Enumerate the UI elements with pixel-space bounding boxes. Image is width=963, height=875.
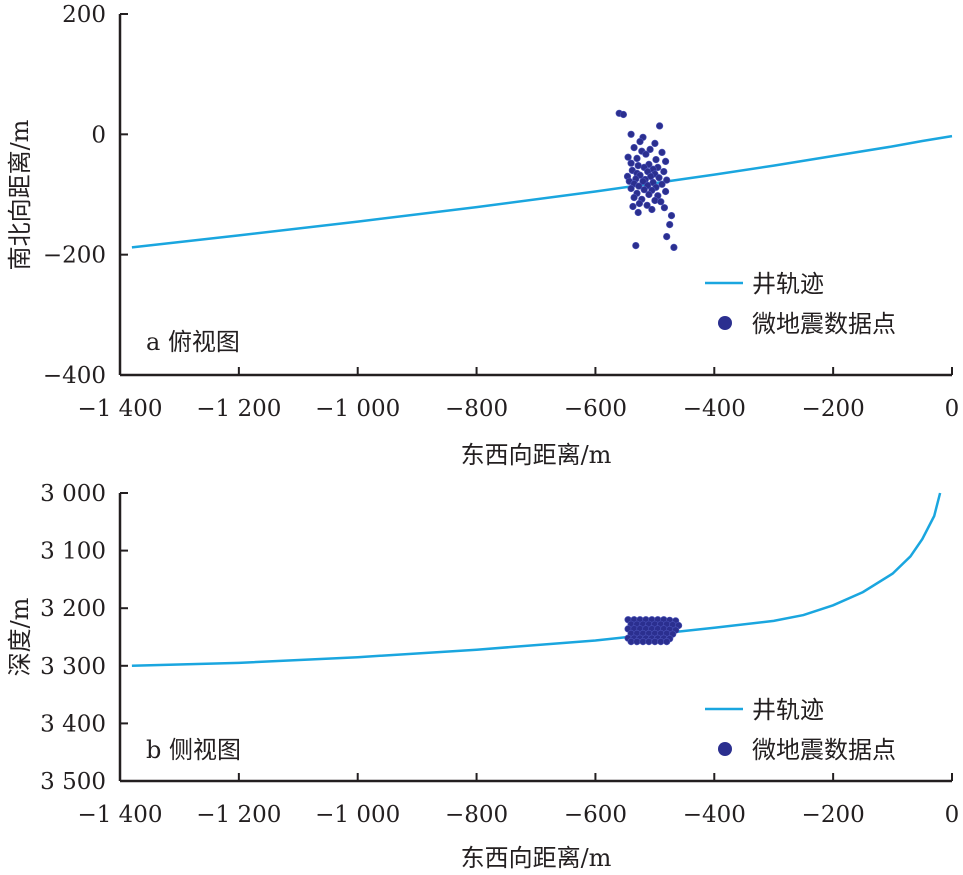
microseismic-point — [666, 221, 674, 229]
microseismic-point — [630, 144, 638, 152]
microseismic-point — [647, 172, 655, 180]
plan-view-series — [131, 109, 953, 251]
microseismic-point — [642, 150, 650, 158]
plan-view-y-axis-label: 南北向距离/m — [6, 119, 34, 270]
y-tick-label: 200 — [62, 2, 106, 28]
y-tick-label: 3 200 — [40, 596, 106, 622]
microseismic-point — [634, 162, 642, 170]
microseismic-point — [655, 174, 663, 182]
microseismic-point — [663, 176, 671, 184]
microseismic-point — [660, 204, 669, 212]
plan-view-panel: −1 400 −1 200 −1 000 −800 −600 −400 −200 0 200 0… — [6, 2, 959, 469]
side-view-x-ticks: −1 400 −1 200 −1 000 −800 −600 −400 −200 0 — [77, 773, 959, 828]
plan-view-legend: 井轨迹 微地震数据点 — [705, 270, 896, 338]
y-tick-label: 3 000 — [40, 481, 106, 507]
microseismic-point — [667, 212, 676, 220]
x-tick-label: −400 — [683, 396, 746, 422]
microseismic-point — [648, 205, 656, 214]
microseismic-point — [661, 157, 670, 165]
x-tick-label: 0 — [945, 396, 960, 422]
microseismic-point — [643, 201, 651, 209]
legend-microseismic-swatch — [718, 316, 732, 330]
microseismic-point — [646, 145, 654, 153]
x-tick-label: −1 400 — [77, 802, 162, 828]
microseismic-point — [627, 159, 635, 167]
side-view-x-axis-label: 东西向距离/m — [461, 844, 612, 872]
microseismic-point — [635, 199, 644, 208]
microseismic-point — [663, 637, 671, 646]
side-view-panel-label: b 侧视图 — [146, 736, 241, 764]
microseismic-point — [657, 198, 665, 206]
plan-view-y-ticks: 200 0 −200 −400 — [43, 2, 128, 389]
plan-view-axes — [118, 14, 952, 377]
microseismic-point — [651, 196, 659, 205]
legend-well-track-label: 井轨迹 — [752, 696, 824, 724]
plan-view-x-axis-label: 东西向距离/m — [461, 441, 612, 469]
x-tick-label: −1 200 — [196, 396, 281, 422]
side-view-series — [131, 492, 942, 668]
y-tick-label: 0 — [91, 122, 106, 148]
y-tick-label: 3 300 — [40, 654, 106, 680]
x-tick-label: −200 — [802, 802, 865, 828]
x-tick-label: −600 — [564, 802, 627, 828]
legend-microseismic-label: 微地震数据点 — [752, 310, 896, 338]
microseismic-point — [636, 138, 644, 146]
x-tick-label: −200 — [802, 396, 865, 422]
microseismic-point — [670, 243, 678, 251]
x-tick-label: −800 — [445, 396, 508, 422]
microseismic-point — [655, 122, 664, 130]
legend-microseismic-swatch — [718, 742, 732, 756]
side-view-legend: 井轨迹 微地震数据点 — [705, 696, 896, 764]
plan-view-x-ticks: −1 400 −1 200 −1 000 −800 −600 −400 −200 0 — [77, 367, 959, 422]
microseismic-point — [634, 208, 642, 217]
x-tick-label: −800 — [445, 802, 508, 828]
side-view-panel: −1 400 −1 200 −1 000 −800 −600 −400 −200 0 3 00… — [6, 481, 959, 872]
plan-view-panel-label: a 俯视图 — [146, 328, 240, 356]
microseismic-point — [624, 153, 632, 161]
well-track-line — [131, 492, 942, 668]
x-tick-label: −1 400 — [77, 396, 162, 422]
microseismic-point — [639, 177, 647, 185]
microseismic-point — [652, 156, 660, 164]
microseismic-point — [632, 242, 640, 250]
x-tick-label: −600 — [564, 396, 627, 422]
microseismic-point — [645, 637, 653, 646]
microseismic-point — [661, 187, 670, 196]
y-tick-label: 3 100 — [40, 539, 106, 565]
microseismic-point — [658, 148, 666, 156]
microseismic-point — [645, 190, 653, 199]
y-tick-label: −200 — [43, 243, 106, 269]
microseismic-point — [630, 193, 638, 202]
microseismic-point — [633, 637, 641, 646]
legend-well-track-label: 井轨迹 — [752, 270, 824, 298]
x-tick-label: −1 200 — [196, 802, 281, 828]
side-view-axes — [118, 493, 952, 783]
y-tick-label: 3 400 — [40, 711, 106, 737]
y-tick-label: −400 — [43, 363, 106, 389]
side-view-y-ticks: 3 000 3 100 3 200 3 300 3 400 3 500 — [40, 481, 128, 795]
microseismic-point — [629, 202, 637, 211]
well-track-line — [131, 134, 953, 249]
microseismic-point — [635, 182, 643, 190]
microseismic-point — [651, 139, 659, 147]
microseismic-point — [663, 233, 671, 241]
x-tick-label: −400 — [683, 802, 746, 828]
microseismic-point — [619, 110, 628, 119]
microseismic-point — [627, 130, 635, 138]
microseismic-point — [627, 184, 635, 193]
y-tick-label: 3 500 — [40, 769, 106, 795]
x-tick-label: 0 — [945, 802, 960, 828]
x-tick-label: −1 000 — [315, 396, 400, 422]
x-tick-label: −1 000 — [315, 802, 400, 828]
microseismic-point — [658, 180, 666, 188]
microseismic-point — [660, 168, 668, 176]
microseismic-point — [633, 154, 641, 162]
side-view-y-axis-label: 深度/m — [6, 597, 34, 676]
microseismic-point — [640, 186, 648, 194]
legend-microseismic-label: 微地震数据点 — [752, 736, 896, 764]
